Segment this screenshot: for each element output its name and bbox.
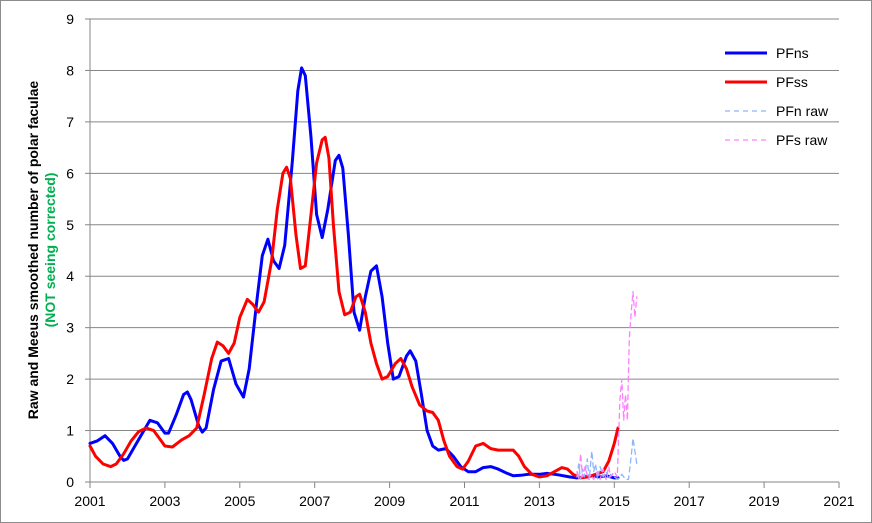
x-tick-label: 2021 — [823, 493, 854, 509]
legend-label: PFs raw — [776, 132, 828, 148]
legend-label: PFn raw — [776, 103, 829, 119]
x-tick-label: 2007 — [299, 493, 330, 509]
x-tick-label: 2019 — [749, 493, 780, 509]
series-line-pfs-raw — [576, 291, 638, 481]
y-tick-label: 2 — [66, 371, 74, 387]
x-tick-labels: 2001 2003 2005 2007 2009 2011 2013 2015 2017 2019… — [74, 493, 854, 509]
y-tick-label: 9 — [66, 11, 74, 27]
x-tick-label: 2011 — [449, 493, 479, 509]
y-tick-label: 1 — [66, 423, 74, 439]
y-tick-label: 5 — [66, 217, 74, 233]
legend: PFns PFss PFn raw PFs raw — [725, 45, 829, 148]
legend-label: PFss — [776, 74, 808, 90]
series-line-pfn-raw — [576, 437, 638, 481]
y-tick-label: 8 — [66, 62, 74, 78]
x-tick-label: 2003 — [149, 493, 180, 509]
y-tick-labels: 0 1 2 3 4 5 6 7 8 9 — [66, 11, 74, 490]
legend-label: PFns — [776, 45, 809, 61]
plot-area — [88, 66, 638, 481]
x-tick-label: 2001 — [74, 493, 105, 509]
x-tick-label: 2015 — [599, 493, 630, 509]
y-tick-label: 4 — [66, 268, 74, 284]
axes — [85, 18, 840, 488]
x-tick-label: 2005 — [224, 493, 255, 509]
series-line-pfss — [88, 135, 620, 480]
y-tick-label: 7 — [66, 114, 74, 130]
series-line-pfns — [88, 66, 620, 480]
y-axis-title: Raw and Meeus smoothed number of polar f… — [25, 81, 41, 420]
y-tick-label: 6 — [66, 165, 74, 181]
y-tick-label: 0 — [66, 474, 74, 490]
x-tick-label: 2017 — [674, 493, 705, 509]
y-axis-subtitle: (NOT seeing corrected) — [42, 173, 58, 328]
y-tick-label: 3 — [66, 320, 74, 336]
x-tick-label: 2013 — [524, 493, 555, 509]
x-tick-label: 2009 — [374, 493, 405, 509]
